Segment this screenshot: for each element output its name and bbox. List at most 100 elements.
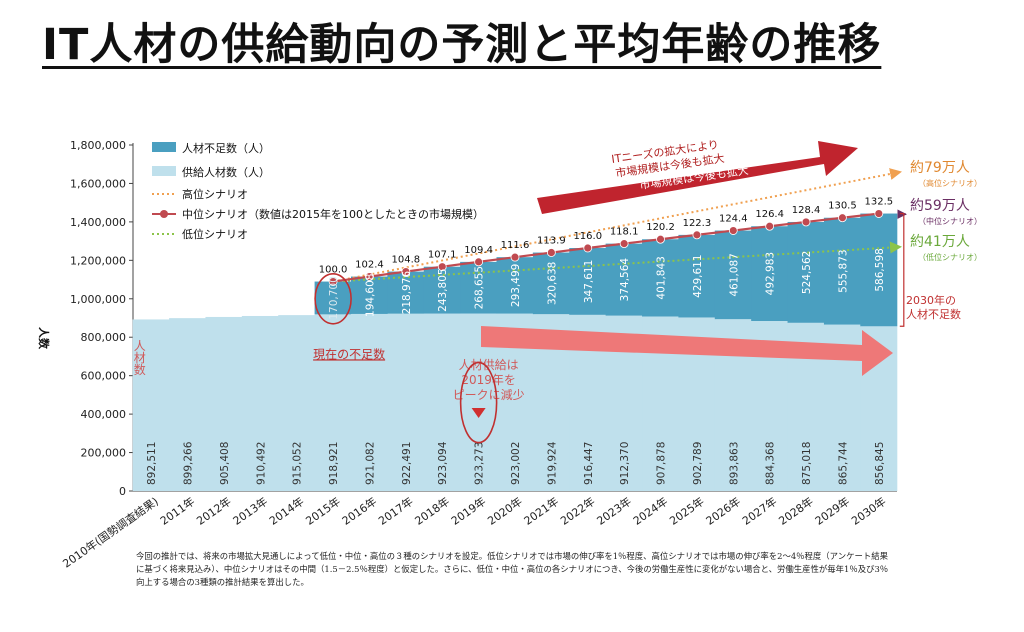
mid-index-label: 102.4 xyxy=(355,260,384,271)
mid-point xyxy=(765,221,775,231)
bar-supply xyxy=(314,314,352,491)
bar-shortage xyxy=(823,217,861,325)
supply-value-label: 899,266 xyxy=(183,441,195,485)
supply-value-label: 905,408 xyxy=(219,442,231,485)
legend-swatch-supply xyxy=(152,166,176,176)
x-tick-label: 2028年 xyxy=(776,494,816,528)
shortage-value-label: 492,983 xyxy=(765,252,777,295)
high-sub: （高位シナリオ） xyxy=(918,178,982,188)
y-tick-label: 200,000 xyxy=(81,447,127,460)
supply-value-label: 893,863 xyxy=(728,442,740,485)
y-tick-label: 1,600,000 xyxy=(70,177,126,190)
shortage-value-label: 524,562 xyxy=(801,251,813,294)
x-tick-label: 2030年 xyxy=(849,494,889,528)
supply-value-label: 923,002 xyxy=(510,442,522,485)
shortage-value-label: 586,598 xyxy=(874,248,886,291)
legend: 人材不足数（人） 供給人材数（人） 高位シナリオ中位シナリオ（数値は2015年を10… xyxy=(152,141,484,241)
bar-supply xyxy=(132,319,170,491)
supply-value-label: 865,744 xyxy=(837,441,849,485)
bar-shortage xyxy=(860,213,898,327)
bar-shortage xyxy=(314,281,352,315)
legend-label-mid: 中位シナリオ（数値は2015年を100としたときの市場規模） xyxy=(182,207,484,221)
legend-swatch-shortage xyxy=(152,142,176,152)
x-tick-label: 2018年 xyxy=(412,494,452,528)
shortage-value-label: 347,611 xyxy=(583,260,595,303)
shortage-value-label: 293,499 xyxy=(510,264,522,307)
supply-value-label: 856,845 xyxy=(874,442,886,485)
x-tick-label: 2012年 xyxy=(194,494,234,528)
supply-value-label: 919,924 xyxy=(546,441,558,485)
mid-point xyxy=(801,217,811,227)
x-tick-label: 2015年 xyxy=(303,494,343,528)
x-tick-label: 2029年 xyxy=(812,494,852,528)
mid-point xyxy=(619,239,629,249)
mid-index-label: 118.1 xyxy=(610,227,639,238)
line-mid-scenario xyxy=(332,212,879,283)
legend-label-supply: 供給人材数（人） xyxy=(182,165,270,179)
shortage-value-label: 218,976 xyxy=(401,271,413,315)
peak-ellipse xyxy=(459,361,498,444)
mid-index-label: 130.5 xyxy=(828,201,857,212)
mid-point xyxy=(656,234,665,244)
data-label-layer: 892,511 899,266 905,408 910,492 915,052 918,9… xyxy=(146,197,893,485)
shortage-value-label: 374,564 xyxy=(619,258,631,302)
y-tick-label: 400,000 xyxy=(81,408,127,421)
supply-value-label: 916,447 xyxy=(583,442,595,485)
supply-value-label: 907,878 xyxy=(656,442,668,485)
x-tick-label: 2025年 xyxy=(667,494,707,528)
mid-index-label: 122.3 xyxy=(683,218,712,229)
shortage-value-label: 555,873 xyxy=(837,249,849,292)
bar-supply xyxy=(350,313,388,491)
annotation-layer: 人材数 現在の不足数人材供給は2019年をピークに減少ITニーズの拡大により市場規… xyxy=(132,137,982,444)
footnote: 今回の推計では、将来の市場拡大見通しによって低位・中位・高位の３種のシナリオを設… xyxy=(136,551,889,587)
line-high-scenario xyxy=(332,168,902,283)
shortage-value-label: 243,805 xyxy=(437,268,449,311)
shortage-2030-line: 2030年の xyxy=(906,293,956,307)
mid-point xyxy=(546,248,556,257)
mid-point xyxy=(437,262,447,272)
shortage-value-label: 461,087 xyxy=(728,253,740,296)
mid-sub: （中位シナリオ） xyxy=(918,216,982,226)
peak-note-line: 人材供給は xyxy=(459,358,519,372)
shortage-value-label: 268,655 xyxy=(474,266,486,309)
bar-shortage xyxy=(605,243,643,316)
mid-index-label: 124.4 xyxy=(719,214,748,225)
mid-index-label: 111.6 xyxy=(501,240,530,251)
supply-value-label: 884,368 xyxy=(765,442,777,485)
y-tick-label: 800,000 xyxy=(81,331,127,344)
x-tick-label: 2024年 xyxy=(630,494,670,528)
x-tick-label: 2017年 xyxy=(376,494,416,528)
low-sub: （低位シナリオ） xyxy=(918,252,982,262)
current-shortage-ellipse xyxy=(314,272,352,325)
bar-shortage xyxy=(642,239,680,317)
supply-value-label: 910,492 xyxy=(255,442,267,485)
legend-label-high: 高位シナリオ xyxy=(182,187,248,201)
mid-index-label: 128.4 xyxy=(792,205,821,216)
shortage-value-label: 170,700 xyxy=(328,276,340,319)
shortage-value-label: 429,611 xyxy=(692,254,704,297)
bar-supply xyxy=(423,313,461,491)
supply-value-label: 912,370 xyxy=(619,442,631,485)
x-tick-label: 2011年 xyxy=(157,494,197,528)
bar-supply xyxy=(169,318,207,491)
x-tick-label: 2026年 xyxy=(703,494,743,528)
bar-shortage xyxy=(714,230,752,320)
mid-point xyxy=(401,267,411,276)
shortage-value-label: 401,843 xyxy=(656,256,668,299)
supply-value-label: 875,018 xyxy=(801,442,813,485)
y-tick-label: 1,200,000 xyxy=(70,254,126,267)
shortage-value-label: 194,608 xyxy=(364,274,376,317)
mid-total: 約59万人 xyxy=(910,198,970,214)
bar-shortage xyxy=(787,221,825,323)
shortage-growth-arrow xyxy=(481,326,893,376)
bar-shortage xyxy=(532,252,570,315)
shortage-2030-line: 人材不足数 xyxy=(906,307,961,321)
bar-shortage xyxy=(460,261,498,314)
legend-label-low: 低位シナリオ xyxy=(182,227,248,241)
supply-value-label: 923,094 xyxy=(437,441,449,485)
mid-index-label: 100.0 xyxy=(319,265,348,276)
mid-point xyxy=(510,252,520,262)
bar-supply xyxy=(387,313,425,491)
line-layer xyxy=(328,168,903,286)
